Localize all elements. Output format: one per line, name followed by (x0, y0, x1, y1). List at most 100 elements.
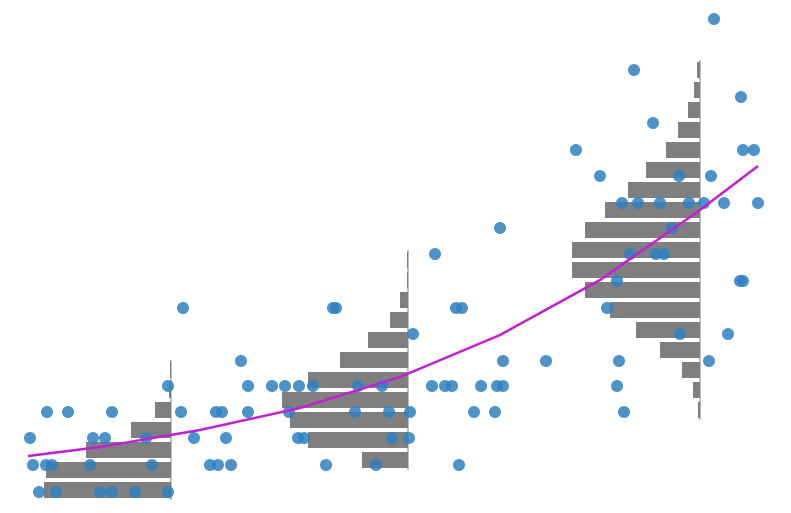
scatter-point (594, 170, 606, 182)
scatter-point (349, 406, 361, 418)
histogram-bar (693, 382, 700, 398)
scatter-point (475, 380, 487, 392)
histogram-bar (390, 312, 408, 328)
scatter-point (752, 197, 764, 209)
histogram-bar (407, 252, 408, 268)
scatter-point (748, 144, 760, 156)
scatter-point (279, 380, 291, 392)
scatter-point (293, 380, 305, 392)
scatter-point (446, 380, 458, 392)
histogram-bar (308, 432, 408, 448)
scatter-point (216, 406, 228, 418)
scatter-point (407, 328, 419, 340)
scatter-point (27, 459, 39, 471)
histogram-bar (666, 142, 700, 158)
scatter-point (94, 486, 106, 498)
scatter-point (162, 486, 174, 498)
scatter-point (453, 459, 465, 471)
histogram-bar (407, 272, 408, 288)
scatter-point (386, 432, 398, 444)
scatter-point (212, 459, 224, 471)
scatter-point (106, 486, 118, 498)
histogram-bar (400, 292, 408, 308)
scatter-point (33, 486, 45, 498)
trend-curve (27, 165, 759, 458)
scatter-point (320, 459, 332, 471)
scatter-point (24, 432, 36, 444)
scatter-point (429, 248, 441, 260)
histogram-bar (636, 322, 700, 338)
scatter-point (674, 328, 686, 340)
histogram-bar (628, 182, 700, 198)
scatter-point (41, 406, 53, 418)
histogram-bar (694, 82, 700, 98)
scatter-point (489, 406, 501, 418)
histogram-bar (290, 412, 408, 428)
scatter-point (540, 355, 552, 367)
histogram-bar (698, 402, 700, 418)
histogram-bar (585, 282, 700, 298)
scatter-point (722, 328, 734, 340)
histogram-bar (572, 262, 700, 278)
scatter-point (62, 406, 74, 418)
histogram-bar (660, 342, 700, 358)
scatter-point (570, 144, 582, 156)
scatter-point (735, 91, 747, 103)
histogram-bar (155, 402, 171, 418)
histogram-bar (610, 302, 700, 318)
scatter-point (242, 406, 254, 418)
scatter-point (87, 432, 99, 444)
scatter-point (225, 459, 237, 471)
scatter-point (307, 380, 319, 392)
scatter-point (106, 406, 118, 418)
histogram-bar (688, 102, 700, 118)
scatter-point (426, 380, 438, 392)
histogram-bar (697, 62, 700, 78)
scatter-point (235, 355, 247, 367)
scatter-point (50, 486, 62, 498)
scatter-point (737, 144, 749, 156)
scatter-point (705, 170, 717, 182)
histogram-bar (362, 452, 408, 468)
scatter-point (497, 355, 509, 367)
scatter-point (298, 432, 310, 444)
scatter-point (404, 406, 416, 418)
histogram-bar (682, 362, 700, 378)
histogram-bar (368, 332, 408, 348)
histogram-bar (340, 352, 408, 368)
histogram-bar (678, 122, 700, 138)
scatter-point (162, 380, 174, 392)
scatter-point (99, 432, 111, 444)
scatter-point (613, 355, 625, 367)
histogram-bar (170, 362, 171, 378)
scatter-point (616, 197, 628, 209)
scatter-point (683, 197, 695, 209)
histogram-bar (46, 462, 171, 478)
scatter-point (46, 459, 58, 471)
scatter-point (737, 275, 749, 287)
scatter-point (84, 459, 96, 471)
histogram-bar (646, 162, 700, 178)
scatter-point (673, 170, 685, 182)
scatter-point (658, 248, 670, 260)
scatter-point (177, 302, 189, 314)
scatter-point (456, 302, 468, 314)
scatter-point (628, 64, 640, 76)
scatter-point (708, 13, 720, 25)
scatter-point (129, 486, 141, 498)
scatter-point (718, 197, 730, 209)
scatter-point (611, 380, 623, 392)
scatter-point (703, 355, 715, 367)
scatter-point (266, 380, 278, 392)
scatter-point (383, 406, 395, 418)
histogram-bar (585, 222, 700, 238)
scatter-point (654, 197, 666, 209)
scatter-point (403, 432, 415, 444)
scatter-point (242, 380, 254, 392)
histogram-bar (86, 442, 171, 458)
scatter-point (188, 432, 200, 444)
scatter-point (618, 406, 630, 418)
scatter-point (175, 406, 187, 418)
